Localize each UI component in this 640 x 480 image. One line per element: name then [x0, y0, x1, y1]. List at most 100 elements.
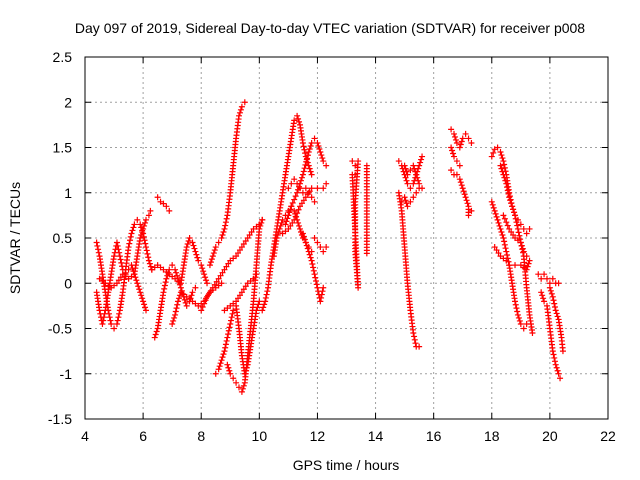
data-point [320, 284, 327, 291]
data-point [538, 289, 545, 296]
data-point [308, 139, 315, 146]
series-s18 [299, 230, 327, 305]
data-point [226, 324, 233, 331]
data-point [113, 239, 120, 246]
data-point [491, 207, 498, 214]
data-point [511, 209, 518, 216]
data-point [240, 286, 247, 293]
data-point [296, 222, 303, 229]
data-point [517, 239, 524, 246]
data-point [323, 244, 330, 251]
data-point [520, 225, 527, 232]
data-point [312, 274, 319, 281]
data-point [201, 271, 208, 278]
data-point [145, 257, 152, 264]
data-point [316, 146, 323, 153]
data-point [501, 161, 508, 168]
data-point [162, 279, 169, 286]
data-point [223, 215, 230, 222]
data-point [225, 260, 232, 267]
data-point [514, 222, 521, 229]
data-point [137, 221, 144, 228]
data-point [174, 272, 181, 279]
data-point [161, 285, 168, 292]
data-point [299, 189, 306, 196]
data-point [559, 348, 566, 355]
series-s30 [488, 198, 530, 332]
data-point [187, 295, 194, 302]
data-point [205, 290, 212, 297]
data-point [221, 225, 228, 232]
series-s4 [154, 194, 173, 214]
data-point [256, 298, 263, 305]
data-point [320, 248, 327, 255]
data-point [206, 262, 213, 269]
data-point [99, 320, 106, 327]
data-point [291, 196, 298, 203]
x-tick-label: 12 [310, 428, 326, 444]
data-point [297, 203, 304, 210]
data-point [450, 150, 457, 157]
data-point [411, 165, 418, 172]
data-point [300, 233, 307, 240]
data-point [512, 298, 519, 305]
data-point [314, 284, 321, 291]
data-point [114, 242, 121, 249]
series-s26 [448, 126, 475, 151]
data-point [229, 310, 236, 317]
data-point [198, 262, 205, 269]
data-point [147, 263, 154, 270]
data-point [306, 165, 313, 172]
data-point [216, 363, 223, 370]
data-point [176, 292, 183, 299]
data-point [172, 266, 179, 273]
data-point [118, 259, 125, 266]
data-point [298, 200, 305, 207]
data-point [262, 298, 269, 305]
data-point [240, 382, 247, 389]
data-point [305, 248, 312, 255]
data-point [499, 231, 506, 238]
data-point [223, 263, 230, 270]
data-point [219, 269, 226, 276]
data-point [552, 361, 559, 368]
series-s28 [448, 167, 475, 219]
series-s20 [349, 158, 362, 291]
data-point [403, 177, 410, 184]
data-point [173, 269, 180, 276]
data-point [513, 219, 520, 226]
data-point [519, 246, 526, 253]
data-point [188, 292, 195, 299]
data-point [499, 168, 506, 175]
y-tick-label: 0.5 [53, 230, 73, 246]
data-point [219, 354, 226, 361]
data-point [139, 295, 146, 302]
data-point [465, 212, 472, 219]
data-point [287, 222, 294, 229]
data-point [504, 222, 511, 229]
y-tick-label: 0 [64, 275, 72, 291]
series-s21 [363, 162, 370, 257]
data-point [166, 207, 173, 214]
data-point [200, 268, 207, 275]
data-point [548, 290, 555, 297]
data-point [139, 228, 146, 235]
data-point [212, 370, 219, 377]
data-point [143, 216, 150, 223]
y-tick-label: 2.5 [53, 49, 73, 65]
data-point [189, 239, 196, 246]
series-s7 [169, 280, 225, 327]
data-point [403, 168, 410, 175]
data-point [514, 311, 521, 318]
data-point [223, 337, 230, 344]
data-point [198, 307, 205, 314]
data-point [503, 257, 510, 264]
data-point [160, 289, 167, 296]
data-point [238, 388, 245, 395]
data-point [419, 185, 426, 192]
series-s13 [259, 112, 315, 314]
data-point [315, 142, 322, 149]
data-point [133, 277, 140, 284]
data-point [202, 297, 209, 304]
series-s27 [448, 144, 463, 169]
